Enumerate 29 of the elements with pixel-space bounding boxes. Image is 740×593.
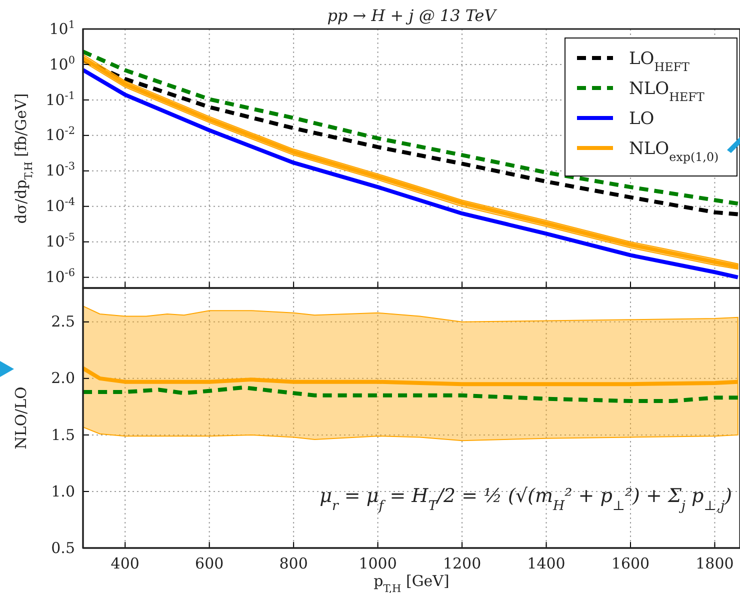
x-tick-label: 1000 [358,554,397,573]
legend-label: NLO$_{HEFT}$ [629,79,704,104]
y-tick-label: 10$^{-1}$ [46,90,75,109]
x-tick-label: 1200 [442,554,482,573]
line-series [83,385,740,404]
x-tick-label: 400 [110,554,140,573]
y-tick-label: 10$^{-2}$ [46,125,75,144]
line-series [83,366,740,386]
x-tick-label: 1400 [527,554,566,573]
y-tick-label: 1.0 [51,482,75,500]
x-tick-label: 1800 [696,554,734,573]
y-tick-label: 1.5 [51,426,75,444]
y-tick-label: 2.0 [51,369,75,388]
x-tick-label: 800 [279,554,308,573]
y-tick-label: 10$^{0}$ [49,54,75,74]
x-tick-label: 600 [195,554,224,573]
legend-label: LO$_{HEFT}$ [629,49,690,74]
x-tick-label: 1600 [611,554,650,573]
y-tick-label: 2.5 [51,312,75,331]
y-tick-label: 10$^{-4}$ [46,196,76,216]
y-tick-label: 10$^{-3}$ [46,160,75,180]
y-tick-label: 10$^{-6}$ [46,267,76,286]
y-tick-label: 0.5 [51,538,75,557]
legend-label: LO [629,109,654,129]
y-tick-label: 10$^{1}$ [49,18,75,38]
y-axis-title: NLO/LO [12,386,30,450]
y-tick-label: 10$^{-5}$ [46,232,75,251]
chart-title: pp → H + j @ 13 TeV [327,6,498,25]
legend-label: NLO$_{exp(1,0)}$ [629,139,719,164]
